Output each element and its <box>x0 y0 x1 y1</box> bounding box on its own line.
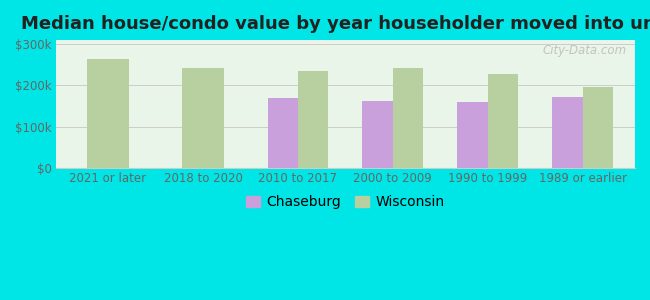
Bar <box>298 71 328 168</box>
Bar <box>488 74 518 168</box>
Bar <box>583 87 613 168</box>
Text: City-Data.com: City-Data.com <box>542 44 627 57</box>
Bar <box>268 98 298 168</box>
Bar <box>363 101 393 168</box>
Bar <box>458 102 488 168</box>
Bar <box>393 68 423 168</box>
Bar <box>552 97 583 168</box>
Title: Median house/condo value by year householder moved into unit: Median house/condo value by year househo… <box>21 15 650 33</box>
Bar <box>86 59 129 168</box>
Bar <box>181 68 224 168</box>
Legend: Chaseburg, Wisconsin: Chaseburg, Wisconsin <box>240 190 450 215</box>
